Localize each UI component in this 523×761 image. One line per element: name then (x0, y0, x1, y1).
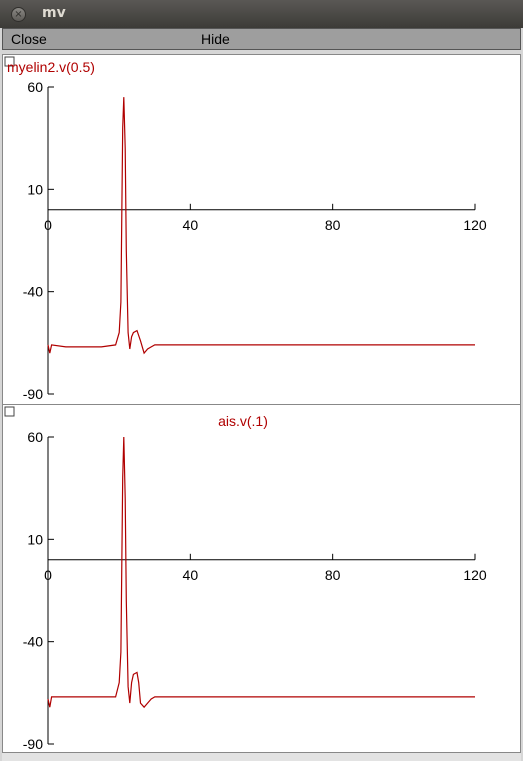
y-tick-label: 10 (27, 531, 43, 547)
graph-panel-ais[interactable]: ais.v(.1) 60 10 -40 -90 0 40 80 120 (2, 404, 521, 753)
x-tick-label: 120 (463, 217, 487, 233)
menu-bar: Close Hide (2, 28, 521, 50)
y-tick-label: -40 (23, 634, 43, 650)
window-titlebar: × mv (0, 0, 523, 28)
x-tick-label: 40 (183, 217, 199, 233)
plot-myelin2-svg: myelin2.v(0.5) 60 10 -40 -90 0 40 80 120 (4, 56, 487, 402)
hide-menu-item[interactable]: Hide (201, 31, 230, 47)
y-tick-label: -90 (23, 736, 43, 752)
y-tick-label: 60 (27, 429, 43, 445)
series-line-myelin2.v(0.5) (47, 97, 475, 355)
plot-ais-svg: ais.v(.1) 60 10 -40 -90 0 40 80 120 (4, 406, 487, 752)
plot-checkbox[interactable] (4, 406, 15, 417)
y-tick-label: -40 (23, 284, 43, 300)
plot-title[interactable]: ais.v(.1) (218, 413, 268, 429)
x-tick-label: 120 (463, 567, 487, 583)
plot-checkbox[interactable] (4, 56, 15, 67)
y-tick-label: 10 (27, 181, 43, 197)
y-tick-label: -90 (23, 386, 43, 402)
x-tick-label: 40 (183, 567, 199, 583)
series-line-ais.v(.1) (47, 436, 475, 709)
x-tick-label: 80 (325, 217, 341, 233)
x-tick-label: 0 (44, 217, 52, 233)
window-title: mv (42, 5, 66, 21)
close-menu-item[interactable]: Close (11, 31, 47, 47)
window-close-icon[interactable]: × (11, 7, 26, 22)
y-tick-label: 60 (27, 79, 43, 95)
x-tick-label: 80 (325, 567, 341, 583)
graph-panel-myelin2[interactable]: myelin2.v(0.5) 60 10 -40 -90 0 40 80 120 (2, 54, 521, 405)
x-tick-label: 0 (44, 567, 52, 583)
window-bottom-edge (2, 753, 521, 761)
plot-title[interactable]: myelin2.v(0.5) (7, 59, 95, 75)
